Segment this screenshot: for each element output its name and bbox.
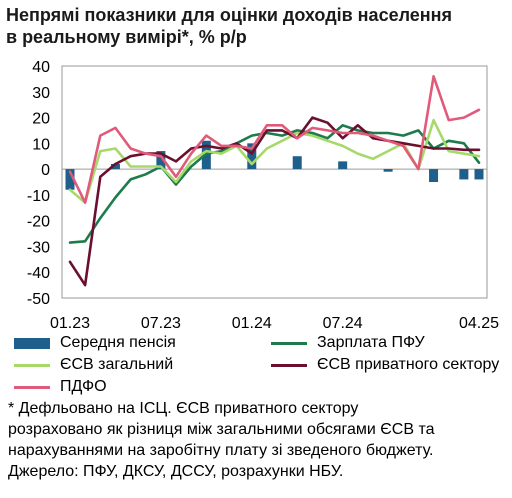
y-tick-label: 40 (32, 59, 50, 76)
line-esv-total (68, 118, 481, 204)
tick-labels: -50 -40 -30 -20 -10 0 10 20 30 40 01.23 07.23 01.24 0… (27, 59, 499, 330)
chart-title: Непрямі показники для оцінки доходів нас… (6, 4, 510, 48)
chart-title-line-1: Непрямі показники для оцінки доходів нас… (6, 5, 453, 25)
footnote-line-2: розраховано як різниця між загальними об… (8, 421, 435, 438)
y-tick-label: -30 (27, 239, 50, 256)
legend-label-pfu-salary: Зарплата ПФУ (317, 334, 425, 351)
bar-pension (156, 151, 166, 170)
legend-swatch-pfu-salary (271, 341, 307, 345)
legend-swatch-pdfo (14, 385, 50, 389)
bar-pension (292, 156, 302, 170)
legend-label-esv-total: ЄСВ загальний (60, 356, 174, 373)
y-tick-label: -10 (27, 188, 50, 205)
chart-title-line-2: в реальному вимірі*, % р/р (6, 27, 247, 47)
line-esv-private (68, 116, 481, 287)
bar-pension (383, 169, 393, 172)
legend-label-pension: Середня пенсія (60, 334, 176, 351)
legend-swatch-pension (14, 337, 50, 349)
legend-swatch-esv-private (271, 363, 307, 367)
line-pfu-salary (68, 124, 481, 244)
bar-pension (429, 169, 439, 182)
x-tick-label: 07.23 (141, 315, 181, 330)
y-tick-label: -40 (27, 265, 50, 282)
y-tick-label: 20 (32, 111, 50, 128)
axes (61, 65, 488, 299)
bar-pension (110, 163, 120, 170)
y-tick-label: 0 (41, 162, 50, 179)
line-pdfo (68, 75, 481, 204)
legend-label-esv-private: ЄСВ приватного сектору (317, 356, 500, 373)
bar-pension (474, 169, 484, 180)
x-tick-label: 07.24 (323, 315, 363, 330)
bar-pension (65, 169, 75, 190)
bar-pension (459, 169, 469, 180)
bar-pension (247, 143, 257, 170)
footnote: * Дефльовано на ІСЦ. ЄСВ приватного сект… (8, 398, 508, 482)
legend-item-pension: Середня пенсія (14, 333, 176, 353)
footnote-line-3: нарахуваннями на заробітну плату зі звед… (8, 442, 434, 459)
legend-item-esv-private: ЄСВ приватного сектору (271, 355, 499, 375)
footnote-line-4: Джерело: ПФУ, ДКСУ, ДССУ, розрахунки НБУ… (8, 463, 344, 480)
line-chart: -50 -40 -30 -20 -10 0 10 20 30 40 01.23 07.23 01.24 0… (27, 59, 499, 330)
y-tick-label: 10 (32, 136, 50, 153)
legend-item-pfu-salary: Зарплата ПФУ (271, 333, 425, 353)
x-tick-label: 01.23 (50, 315, 90, 330)
y-tick-label: 30 (32, 85, 50, 102)
y-tick-label: -20 (27, 214, 50, 231)
x-tick-label: 01.24 (232, 315, 272, 330)
bar-pension (338, 161, 348, 170)
legend-swatch-esv-total (14, 363, 50, 367)
footnote-line-1: * Дефльовано на ІСЦ. ЄСВ приватного сект… (8, 400, 359, 417)
y-tick-label: -50 (27, 291, 50, 308)
line-series-group (68, 75, 481, 287)
legend-label-pdfo: ПДФО (60, 378, 107, 395)
legend-item-pdfo: ПДФО (14, 377, 107, 397)
legend-item-esv-total: ЄСВ загальний (14, 355, 173, 375)
x-tick-label: 04.25 (459, 315, 499, 330)
plot-frame (61, 65, 488, 299)
